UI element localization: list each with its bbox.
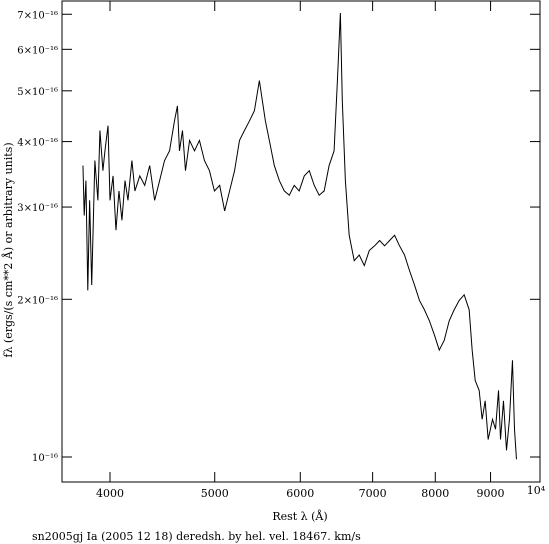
x-tick-label: 5000: [201, 487, 229, 500]
x-tick-label: 8000: [421, 487, 449, 500]
y-tick-label: 2×10⁻¹⁶: [17, 295, 58, 306]
y-tick-label: 4×10⁻¹⁶: [17, 138, 58, 149]
x-tick-label: 9000: [477, 487, 505, 500]
x-tick-label: 10⁴: [527, 484, 546, 497]
x-tick-label: 6000: [286, 487, 314, 500]
spectrum-line: [82, 12, 517, 460]
y-tick-label: 7×10⁻¹⁶: [17, 10, 58, 21]
x-tick-label: 7000: [359, 487, 387, 500]
y-tick-label: 5×10⁻¹⁶: [17, 87, 58, 98]
y-axis-label: fλ (ergs/(s cm**2 Å) or arbitrary units): [1, 142, 15, 357]
chart-title: sn2005gj Ia (2005 12 18) deredsh. by hel…: [32, 530, 361, 543]
y-tick-label: 3×10⁻¹⁶: [17, 203, 58, 214]
plot-frame: [61, 0, 541, 483]
y-tick-label: 10⁻¹⁶: [32, 453, 58, 464]
x-axis-label: Rest λ (Å): [272, 509, 327, 523]
x-tick-label: 4000: [96, 487, 124, 500]
y-tick-label: 6×10⁻¹⁶: [17, 45, 58, 56]
